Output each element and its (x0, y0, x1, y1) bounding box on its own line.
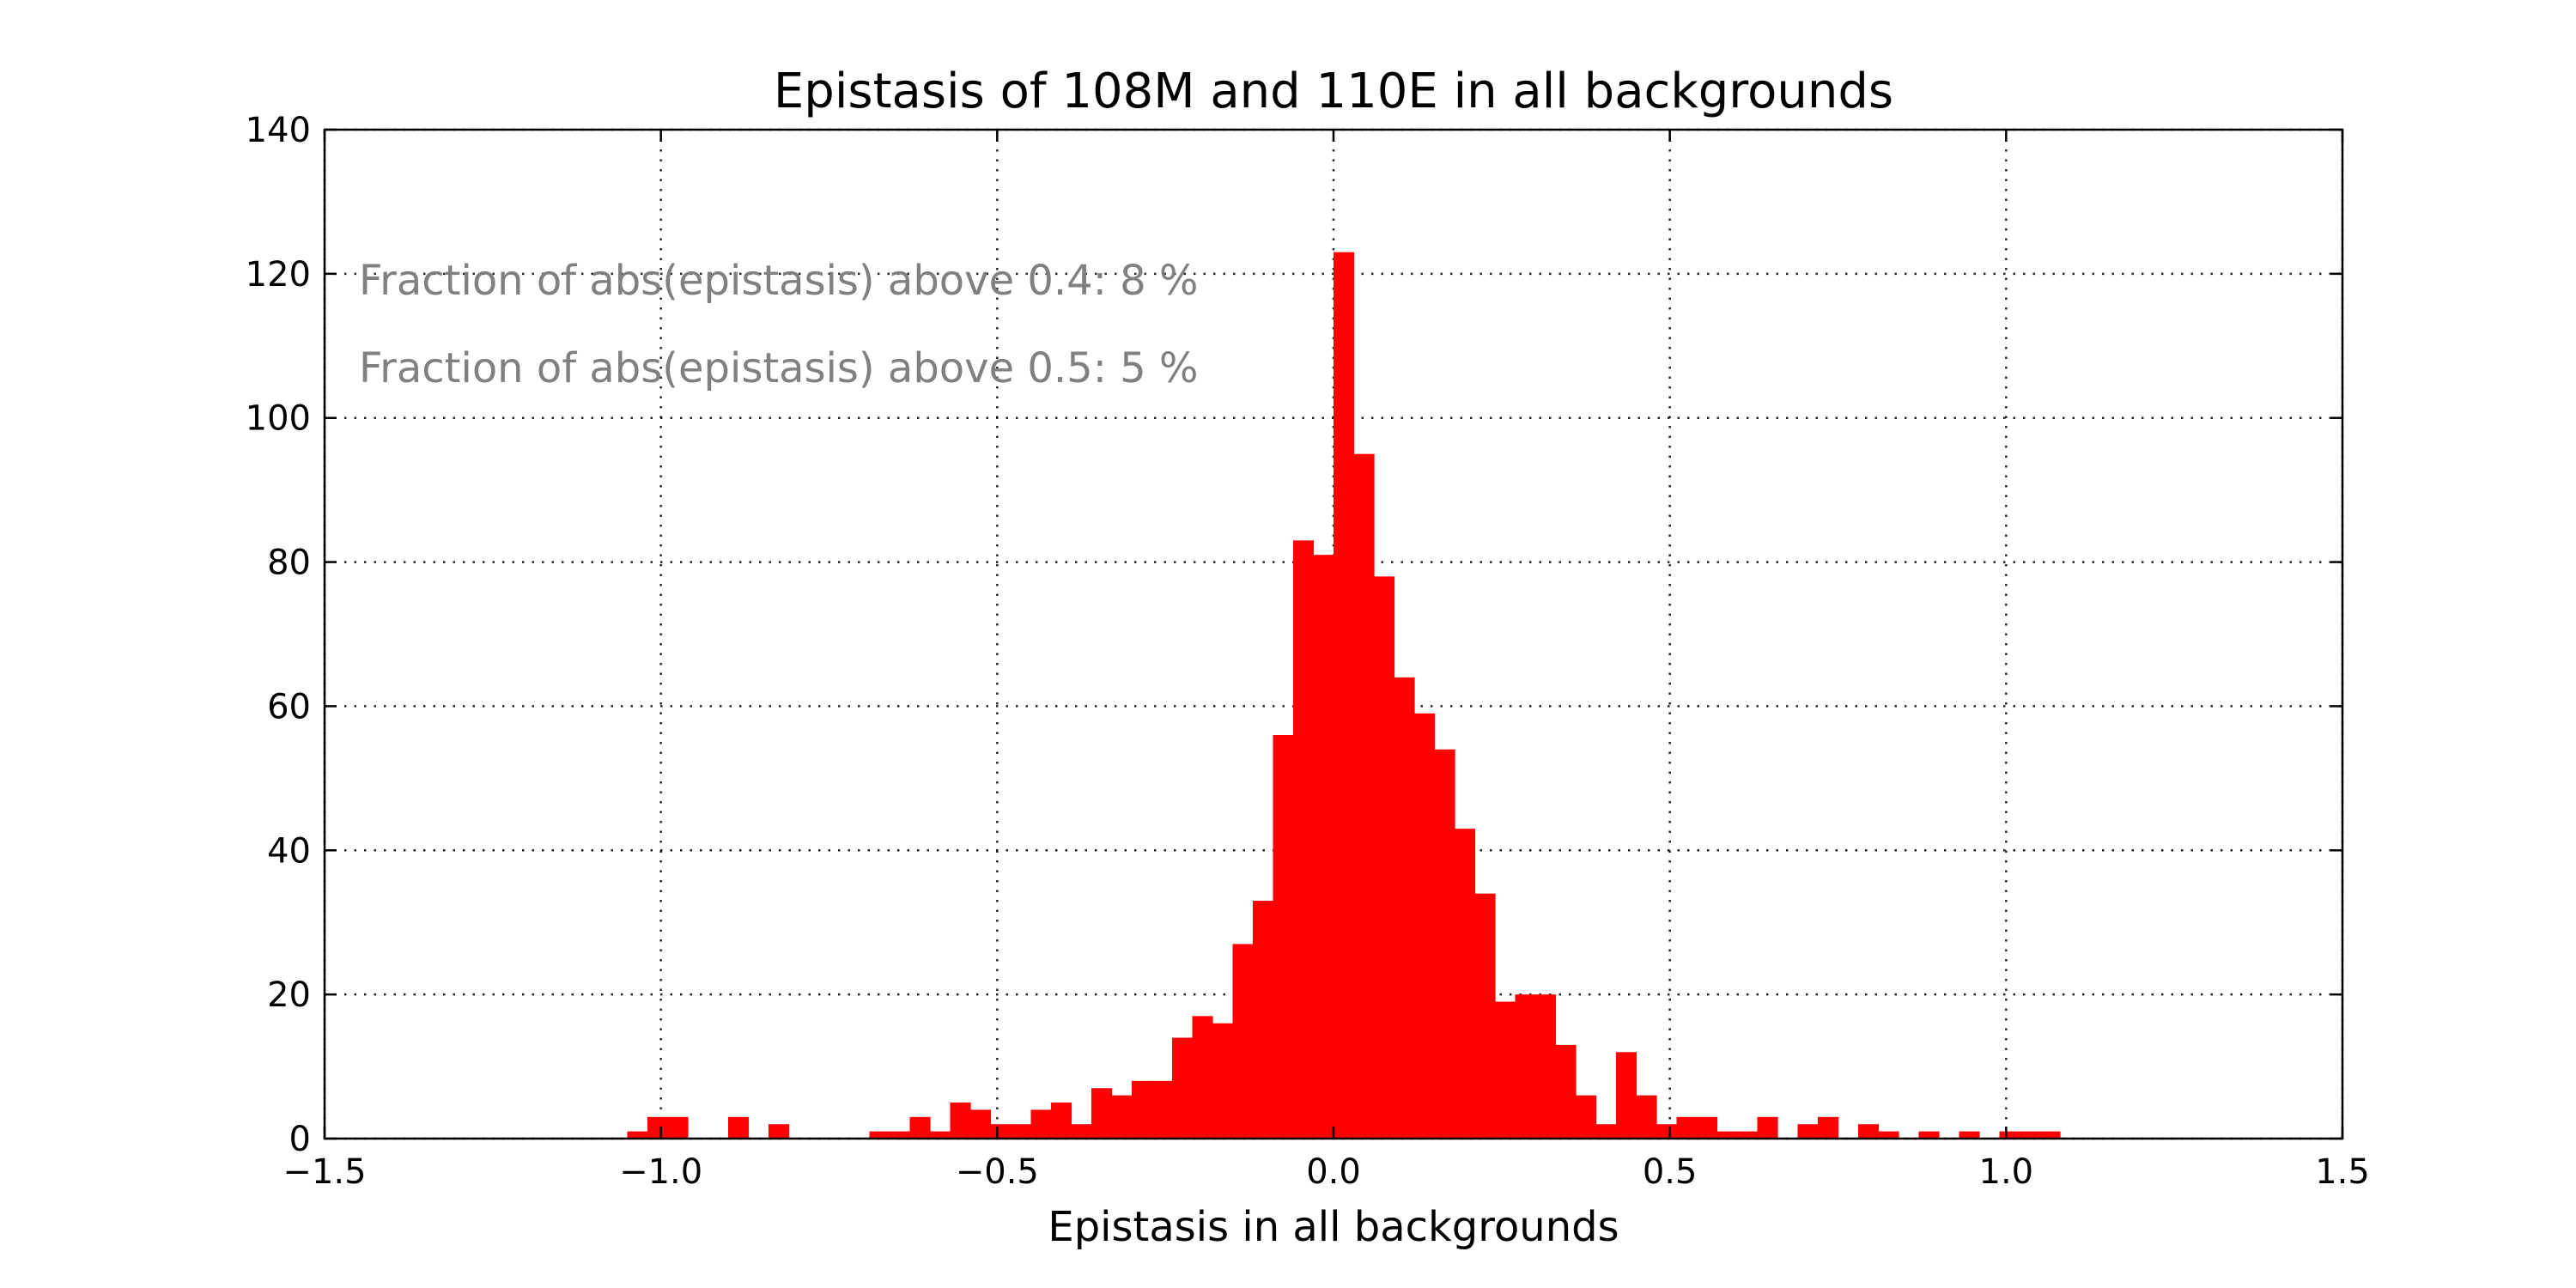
histogram-bar (1313, 555, 1334, 1139)
histogram-bar (1434, 749, 1455, 1139)
x-tick-label: −0.5 (956, 1152, 1039, 1192)
x-tick-label: 1.5 (2315, 1152, 2370, 1192)
histogram-bar (1091, 1088, 1113, 1139)
histogram-bar (1071, 1124, 1092, 1139)
histogram-bar (930, 1131, 951, 1139)
histogram-bar (1697, 1116, 1718, 1139)
histogram-bar (1374, 576, 1395, 1139)
histogram-bar (970, 1109, 992, 1139)
x-tick-label: 0.0 (1306, 1152, 1361, 1192)
histogram-bar (990, 1124, 1012, 1139)
histogram-bar (1334, 252, 1355, 1139)
histogram-bar (1555, 1044, 1577, 1139)
histogram-bar (1636, 1095, 1657, 1139)
histogram-bar (728, 1116, 750, 1139)
histogram-bar (1515, 994, 1536, 1139)
histogram-bar (1172, 1037, 1194, 1139)
y-tick-label: 100 (246, 399, 311, 439)
histogram-bar (1595, 1124, 1617, 1139)
histogram-bar (1818, 1116, 1839, 1139)
histogram-bar (1959, 1131, 1980, 1139)
histogram-bar (1232, 944, 1254, 1139)
histogram-bar (2039, 1131, 2061, 1139)
histogram-bar (1414, 713, 1436, 1139)
histogram-bar (1273, 735, 1294, 1139)
annotation-fraction-above-0.5: Fraction of abs(epistasis) above 0.5: 5 … (359, 344, 1199, 392)
y-tick-label: 20 (267, 975, 311, 1015)
histogram-bar (667, 1116, 689, 1139)
histogram-bar (1151, 1080, 1173, 1139)
x-tick-labels: −1.5 −1.0 −0.5 0.0 0.5 1.0 1.5 (283, 1152, 2369, 1192)
histogram-bar (1212, 1023, 1234, 1139)
y-tick-label: 120 (246, 255, 311, 295)
histogram-bar (1455, 829, 1476, 1139)
histogram-bar (1616, 1052, 1637, 1139)
y-tick-label: 0 (289, 1120, 311, 1159)
histogram-bars (627, 252, 2061, 1139)
histogram-bar (627, 1131, 648, 1139)
x-axis-label: Epistasis in all backgrounds (1048, 1203, 1619, 1251)
x-tick-label: 0.5 (1643, 1152, 1698, 1192)
chart-title: Epistasis of 108M and 110E in all backgr… (774, 64, 1893, 119)
histogram-bar (1676, 1116, 1698, 1139)
y-tick-label: 140 (246, 111, 311, 150)
histogram-bar (1716, 1131, 1738, 1139)
axis-ticks (323, 128, 2344, 1140)
histogram-bar (1474, 893, 1496, 1139)
histogram-bar (1878, 1131, 1899, 1139)
histogram-bar (769, 1124, 790, 1139)
histogram-bar (1051, 1103, 1072, 1139)
histogram-bar (1576, 1095, 1597, 1139)
histogram-bar (1918, 1131, 1940, 1139)
histogram-bar (869, 1131, 890, 1139)
histogram-bar (909, 1116, 931, 1139)
histogram-bar (1293, 540, 1315, 1139)
histogram-bar (1394, 677, 1415, 1139)
histogram-bar (1737, 1131, 1759, 1139)
histogram-bar (1999, 1131, 2020, 1139)
histogram-bar (1030, 1109, 1052, 1139)
y-tick-label: 80 (267, 544, 311, 583)
x-tick-label: −1.5 (283, 1152, 366, 1192)
histogram-bar (1253, 901, 1274, 1139)
y-tick-label: 60 (267, 687, 311, 726)
histogram-bar (2020, 1131, 2041, 1139)
histogram-bar (647, 1116, 669, 1139)
histogram-bar (1495, 1001, 1516, 1139)
y-tick-labels: 0 20 40 60 80 100 120 140 (246, 111, 311, 1159)
histogram-bar (1797, 1124, 1819, 1139)
histogram-bar (1011, 1124, 1032, 1139)
histogram-bar (1858, 1124, 1880, 1139)
x-tick-label: 1.0 (1979, 1152, 2034, 1192)
histogram-bar (1656, 1124, 1678, 1139)
histogram-bar (1757, 1116, 1778, 1139)
histogram-bar (1353, 453, 1375, 1139)
y-tick-label: 40 (267, 831, 311, 871)
x-tick-label: −1.0 (619, 1152, 702, 1192)
histogram-bar (890, 1131, 911, 1139)
histogram-bar (1132, 1080, 1153, 1139)
histogram-bar (1111, 1095, 1133, 1139)
histogram-bar (950, 1103, 971, 1139)
histogram-bar (1192, 1016, 1213, 1139)
histogram-bar (1535, 994, 1557, 1139)
annotation-fraction-above-0.4: Fraction of abs(epistasis) above 0.4: 8 … (359, 257, 1199, 305)
